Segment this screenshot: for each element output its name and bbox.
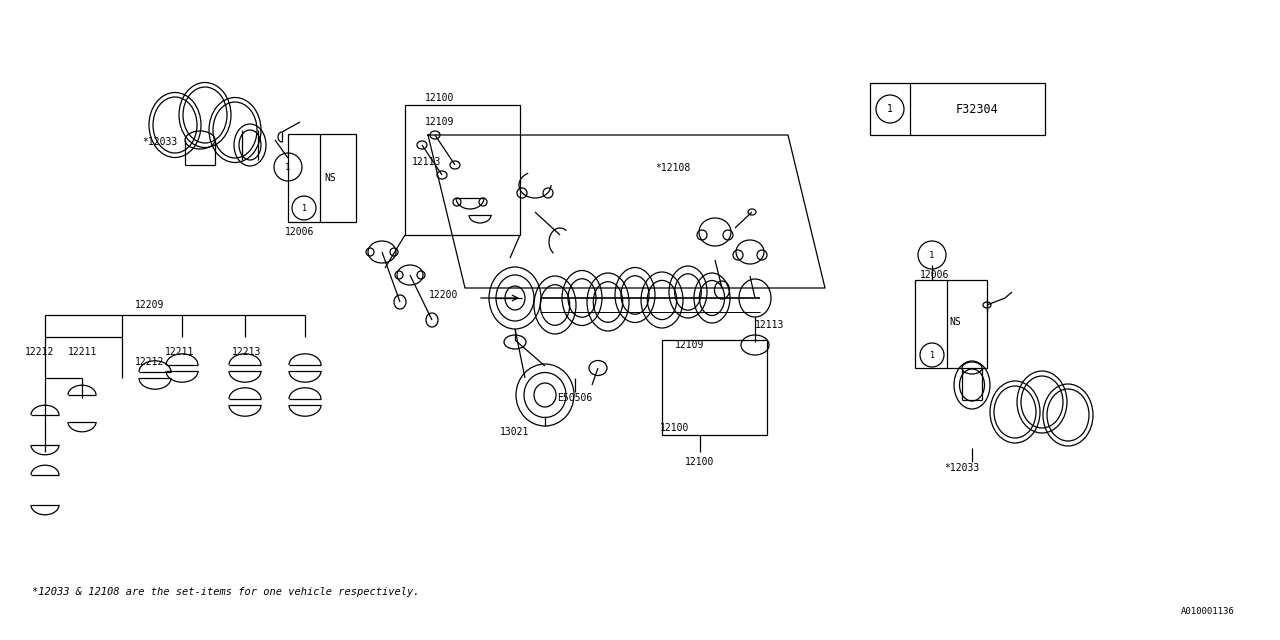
Text: 12100: 12100	[660, 423, 690, 433]
Text: *12033 & 12108 are the set-items for one vehicle respectively.: *12033 & 12108 are the set-items for one…	[32, 587, 420, 597]
Text: 1: 1	[285, 163, 291, 172]
Text: 12209: 12209	[136, 300, 165, 310]
Text: NS: NS	[324, 173, 335, 183]
Text: 12006: 12006	[920, 270, 950, 280]
Text: 12109: 12109	[675, 340, 704, 350]
Text: 13021: 13021	[500, 427, 530, 437]
Text: 12113: 12113	[755, 320, 785, 330]
Bar	[915, 280, 987, 368]
Text: 12211: 12211	[165, 347, 195, 357]
Text: 12100: 12100	[425, 93, 454, 103]
Text: 1: 1	[887, 104, 893, 114]
Text: A010001136: A010001136	[1181, 607, 1235, 616]
Text: NS: NS	[950, 317, 961, 327]
Text: 12212: 12212	[26, 347, 54, 357]
Bar	[288, 134, 356, 222]
Text: 12211: 12211	[68, 347, 97, 357]
Bar	[404, 105, 520, 235]
Text: *12033: *12033	[945, 463, 979, 473]
Text: 1: 1	[302, 204, 306, 212]
Text: 1: 1	[929, 250, 934, 259]
Text: 12200: 12200	[429, 290, 458, 300]
Text: E50506: E50506	[557, 393, 593, 403]
Text: 12113: 12113	[412, 157, 442, 167]
Text: 12109: 12109	[425, 117, 454, 127]
Text: 12100: 12100	[685, 457, 714, 467]
Text: 12006: 12006	[285, 227, 315, 237]
Text: 12212: 12212	[134, 357, 164, 367]
Bar	[870, 83, 1044, 135]
Text: *12033: *12033	[142, 137, 177, 147]
Text: 1: 1	[929, 351, 934, 360]
Text: *12108: *12108	[655, 163, 690, 173]
Bar	[662, 340, 767, 435]
Text: 12213: 12213	[232, 347, 261, 357]
Text: F32304: F32304	[956, 102, 998, 115]
